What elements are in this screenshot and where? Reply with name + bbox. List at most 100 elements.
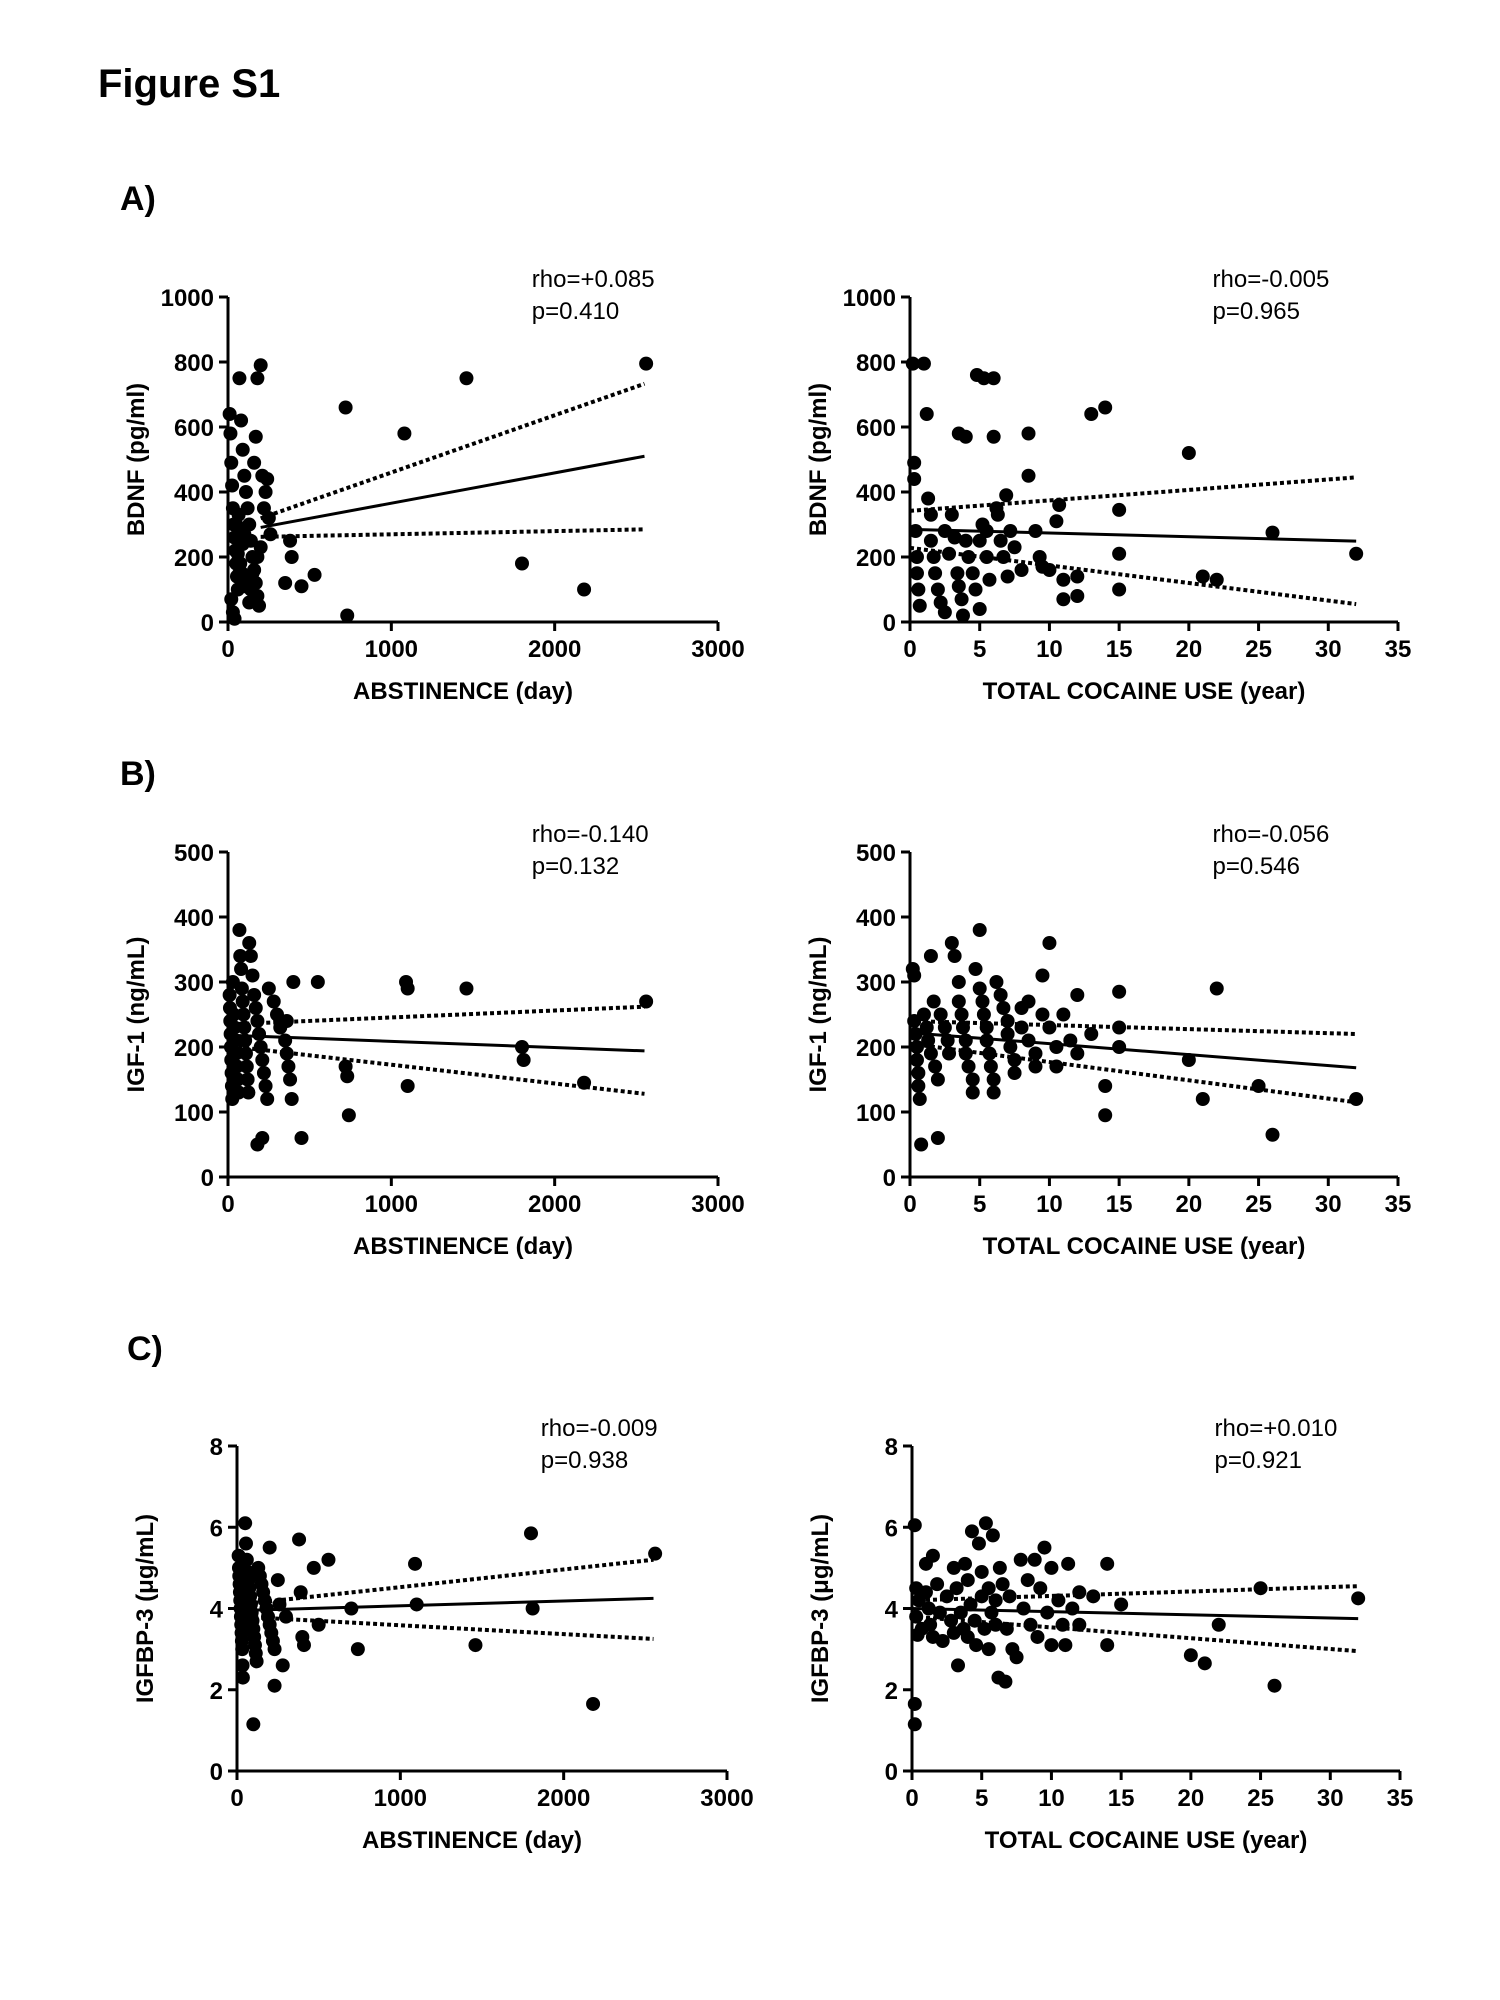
data-point <box>284 550 299 564</box>
data-point <box>977 1621 992 1636</box>
data-point <box>229 1046 244 1061</box>
data-point <box>1014 1020 1029 1035</box>
x-tick-label: 20 <box>1176 1191 1203 1218</box>
chart-b-right: 0 5 10 15 20 25 30 35 0 100 200 300 400 500 TOTAL COCA… <box>805 821 1411 1260</box>
data-point <box>999 1621 1014 1636</box>
data-point <box>979 1033 994 1048</box>
data-point <box>286 975 301 989</box>
data-point <box>270 1573 285 1588</box>
data-point <box>400 1079 415 1093</box>
regression-line <box>260 454 645 529</box>
data-point <box>907 1717 922 1732</box>
data-point <box>955 1020 970 1035</box>
data-point <box>1072 1585 1087 1600</box>
data-point <box>916 1007 931 1022</box>
y-tick-label: 1000 <box>843 285 896 312</box>
data-point <box>459 371 474 386</box>
data-point <box>1112 984 1127 999</box>
data-point <box>1013 1552 1028 1567</box>
y-tick-label: 8 <box>210 1434 223 1461</box>
x-tick-label: 30 <box>1317 1785 1344 1812</box>
x-tick-label: 3000 <box>700 1785 753 1812</box>
data-point <box>1072 1617 1087 1632</box>
data-point <box>225 478 240 493</box>
data-point <box>988 1593 1003 1608</box>
data-point <box>932 1605 947 1620</box>
chart-b-left: 0 1000 2000 3000 0 100 200 300 400 500 ABSTINENCE … <box>123 821 745 1260</box>
data-point <box>1112 546 1127 561</box>
chart-c-left: 0 1000 2000 3000 0 2 4 6 8 ABSTINENCE (day) IGFBP-… <box>132 1415 754 1854</box>
data-point <box>1021 426 1036 441</box>
y-tick-label: 2 <box>885 1678 898 1705</box>
data-point <box>261 981 276 996</box>
data-point <box>981 1581 996 1596</box>
data-point <box>223 426 238 441</box>
data-point <box>341 1108 356 1123</box>
data-point <box>243 949 258 963</box>
ci-upper-line <box>231 1004 645 1027</box>
x-tick-label: 10 <box>1036 636 1063 663</box>
data-point <box>281 1059 296 1074</box>
data-point <box>1044 1638 1059 1653</box>
ci-upper-line <box>240 1557 654 1607</box>
data-point <box>923 507 938 522</box>
data-point <box>577 1075 592 1090</box>
x-axis-title: TOTAL COCAINE USE (year) <box>983 678 1306 705</box>
data-point <box>639 994 654 1009</box>
data-point <box>1112 502 1127 517</box>
data-point <box>975 994 990 1009</box>
data-point <box>236 1007 251 1022</box>
x-tick-label: 1000 <box>374 1785 427 1812</box>
data-point <box>965 1072 980 1087</box>
ci-lower-line <box>260 527 645 539</box>
data-point <box>1251 1079 1266 1093</box>
data-point <box>577 582 592 597</box>
y-tick-label: 800 <box>174 350 214 377</box>
data-point <box>911 582 926 597</box>
data-point <box>949 1581 964 1596</box>
data-point <box>919 1020 934 1035</box>
panel-label-c: C) <box>127 1330 163 1368</box>
x-tick-label: 25 <box>1245 1191 1272 1218</box>
x-tick-label: 15 <box>1108 1785 1135 1812</box>
data-point <box>964 1524 979 1539</box>
data-point <box>1070 1046 1085 1061</box>
data-point <box>1052 498 1067 512</box>
ci-lower-line <box>909 545 1357 607</box>
data-point <box>961 1059 976 1074</box>
data-point <box>235 1642 250 1657</box>
data-point <box>905 356 920 371</box>
data-point <box>993 988 1008 1002</box>
data-point <box>226 1007 241 1022</box>
data-point <box>294 579 309 594</box>
data-point <box>237 527 252 542</box>
data-point <box>222 407 237 421</box>
ci-lower-line <box>911 1614 1359 1654</box>
data-point <box>247 455 262 470</box>
data-point <box>961 550 976 564</box>
data-point <box>930 1131 945 1145</box>
y-tick-label: 8 <box>885 1434 898 1461</box>
data-point <box>937 605 952 620</box>
data-point <box>234 981 249 996</box>
x-tick-label: 0 <box>230 1785 243 1812</box>
data-point <box>267 1678 282 1693</box>
x-tick-label: 25 <box>1247 1785 1274 1812</box>
data-point <box>914 1137 929 1152</box>
data-point <box>241 1085 256 1100</box>
p-value-annotation: p=0.132 <box>532 853 619 880</box>
data-point <box>1112 1040 1127 1054</box>
data-point <box>1183 1648 1198 1663</box>
y-axis-title: IGF-1 (ng/mL) <box>123 937 150 1093</box>
x-tick-label: 2000 <box>528 636 581 663</box>
data-point <box>933 1007 948 1022</box>
data-point <box>516 1053 531 1067</box>
data-point <box>307 567 322 582</box>
data-point <box>969 1638 984 1653</box>
data-point <box>907 1518 922 1533</box>
data-point <box>1021 1033 1036 1048</box>
y-tick-label: 0 <box>885 1759 898 1786</box>
data-point <box>234 413 249 428</box>
data-point <box>639 356 654 371</box>
